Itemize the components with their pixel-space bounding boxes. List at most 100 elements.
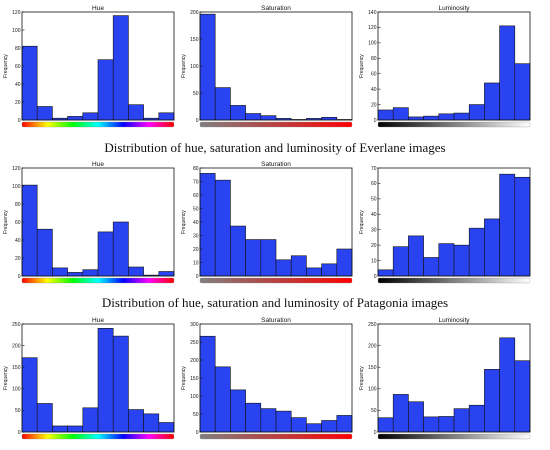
y-tick-label: 100 (12, 28, 21, 34)
histogram-bar (392, 394, 409, 433)
histogram-bar (514, 176, 531, 277)
y-axis-label: Frequency (359, 54, 365, 78)
y-tick-label: 60 (371, 181, 377, 187)
chart-title: Saturation (261, 317, 291, 324)
color-strip (377, 121, 531, 128)
histogram-bar (143, 413, 160, 433)
y-tick-label: 200 (190, 10, 199, 16)
y-tick-label: 20 (193, 247, 199, 253)
y-tick-label: 70 (193, 179, 199, 185)
histogram-bar (423, 257, 440, 277)
y-tick-label: 200 (190, 358, 199, 364)
hist-luminosity-third: Luminosity Frequency 0 50 100 150 200 250 (359, 317, 531, 440)
histogram-bar (453, 408, 470, 433)
hist-hue-third: Hue Frequency 0 50 100 150 200 250 (3, 317, 175, 440)
y-axis-label: Frequency (181, 366, 187, 390)
histogram-bar (484, 218, 500, 277)
y-tick-label: 10 (193, 260, 199, 266)
histogram-bar (392, 246, 409, 277)
histogram-bar (21, 45, 38, 121)
histogram-bar (128, 104, 144, 121)
histogram-bar (336, 415, 353, 433)
chart-title: Hue (92, 5, 104, 12)
histogram-bar (112, 335, 129, 433)
histogram-bar (67, 272, 84, 277)
histogram-bar (468, 227, 485, 277)
y-axis-label: Frequency (3, 54, 9, 78)
histogram-bar (438, 243, 455, 277)
y-tick-label: 250 (190, 340, 199, 346)
histogram-bar (128, 409, 144, 433)
histogram-bar (230, 225, 246, 277)
y-tick-label: 80 (15, 46, 21, 52)
histogram-bar (199, 13, 216, 121)
histogram-bar (36, 228, 53, 277)
y-tick-label: 100 (368, 41, 377, 47)
y-tick-label: 50 (15, 408, 21, 414)
histogram-bar (245, 402, 262, 433)
histogram-bar (484, 369, 500, 433)
histogram-bar (499, 173, 516, 277)
color-strip (21, 433, 175, 440)
y-tick-label: 150 (368, 365, 377, 371)
histogram-bar (514, 63, 531, 121)
histogram-bar (321, 263, 338, 277)
histogram-bar (423, 115, 440, 121)
histogram-bar (67, 116, 84, 121)
histogram-bar (82, 112, 99, 121)
histogram-bar (199, 335, 216, 433)
y-tick-label: 50 (193, 412, 199, 418)
histogram-bar (438, 113, 455, 121)
histogram-bar (514, 360, 531, 433)
y-tick-label: 150 (190, 37, 199, 43)
chart-title: Hue (92, 161, 104, 168)
y-tick-label: 0 (18, 274, 21, 280)
histogram-bar (438, 416, 455, 433)
y-tick-label: 100 (12, 184, 21, 190)
y-tick-label: 30 (371, 228, 377, 234)
histogram-bar (377, 109, 394, 121)
histogram-bar (36, 106, 53, 121)
y-axis-label: Frequency (3, 210, 9, 234)
y-tick-label: 30 (193, 233, 199, 239)
color-strip (199, 277, 353, 284)
y-tick-label: 0 (374, 274, 377, 280)
histogram-bar (82, 407, 99, 433)
histogram-bar (260, 239, 277, 277)
histogram-bar (82, 269, 99, 277)
y-tick-label: 20 (15, 100, 21, 106)
histogram-bar (214, 366, 231, 433)
chart-title: Luminosity (438, 317, 470, 324)
y-tick-label: 20 (371, 102, 377, 108)
y-tick-label: 40 (193, 220, 199, 226)
histogram-bar (52, 267, 68, 277)
plot-frame (377, 167, 531, 277)
histogram-bar (112, 15, 129, 121)
y-tick-label: 120 (368, 25, 377, 31)
chart-title: Hue (92, 317, 104, 324)
histogram-bar (336, 248, 353, 277)
histogram-bar (392, 107, 409, 121)
y-tick-label: 250 (368, 322, 377, 328)
y-tick-label: 100 (190, 64, 199, 70)
y-tick-label: 50 (371, 408, 377, 414)
color-strip (377, 433, 531, 440)
histogram-bar (214, 179, 231, 277)
y-tick-label: 150 (12, 365, 21, 371)
histogram-bar (112, 221, 129, 277)
histogram-bar (275, 259, 292, 277)
y-tick-label: 40 (371, 87, 377, 93)
y-axis-label: Frequency (359, 366, 365, 390)
hist-saturation-third: Saturation Frequency 0 50 100 150 200 250 300 (181, 317, 353, 440)
y-tick-label: 50 (371, 197, 377, 203)
y-tick-label: 60 (15, 220, 21, 226)
y-tick-label: 70 (371, 166, 377, 172)
histogram-bar (245, 113, 262, 121)
y-tick-label: 100 (368, 387, 377, 393)
caption-patagonia: Distribution of hue, saturation and lumi… (101, 295, 449, 310)
hist-luminosity-everlane: Luminosity Frequency 0 20 40 60 80 100 120 140 (359, 5, 531, 128)
color-strip (377, 277, 531, 284)
y-tick-label: 200 (368, 343, 377, 349)
y-tick-label: 0 (374, 430, 377, 436)
histogram-bar (158, 271, 175, 277)
